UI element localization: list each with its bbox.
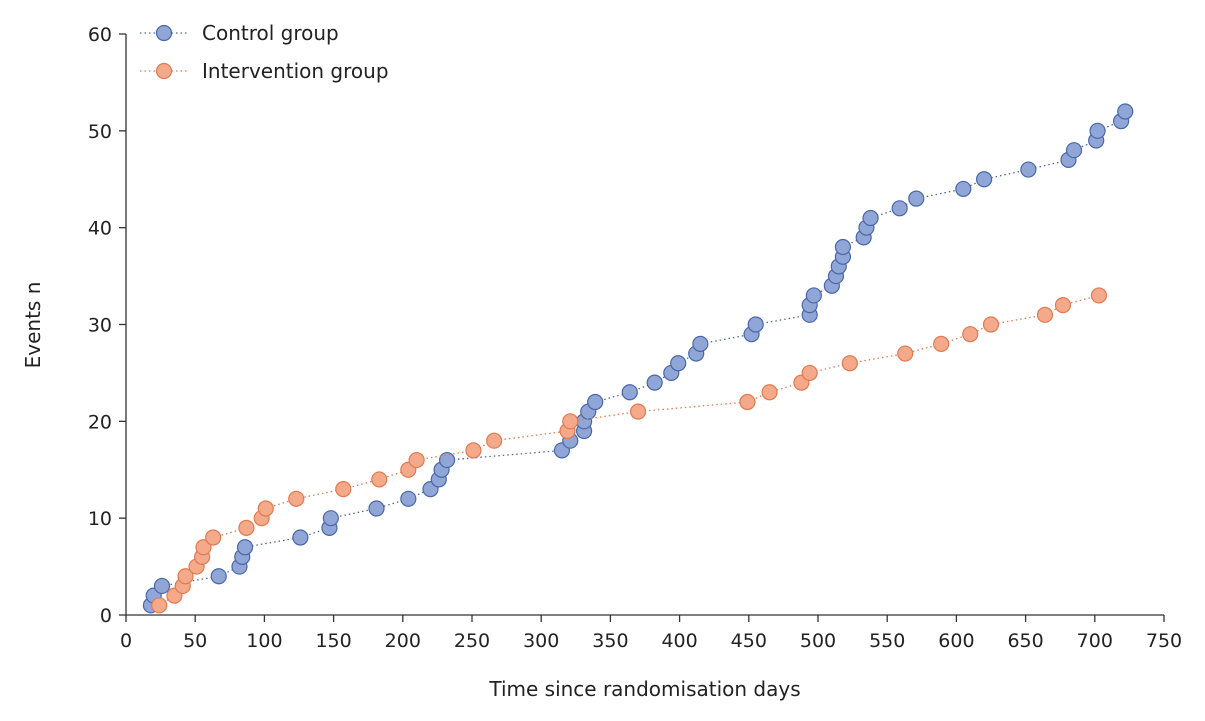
legend-item-intervention-group: Intervention group [140,59,389,83]
x-tick-label: 700 [1077,630,1113,652]
control-group-point [1065,142,1083,159]
control-group-point [153,577,171,595]
control-group-point [1020,161,1037,178]
intervention-group-series [151,287,1108,614]
intervention-group-point [257,500,274,517]
x-tick-label: 500 [800,630,836,652]
intervention-group-point [982,316,1000,333]
intervention-group-point [151,597,168,614]
series [142,103,1134,614]
intervention-group-point [761,384,778,401]
intervention-group-point [562,413,579,430]
control-group-point [834,238,852,256]
x-tick-label: 0 [120,630,132,652]
control-group-series [142,103,1134,614]
control-group-point [891,200,908,217]
control-group-point [236,539,254,556]
x-tick-label: 100 [246,630,282,652]
control-group-point [670,355,687,372]
x-axis-title: Time since randomisation days [488,677,800,701]
intervention-group-point [486,432,503,449]
control-group-point [368,500,385,517]
control-group-point [1117,103,1134,120]
control-group-point [587,393,604,411]
control-group-point [692,335,709,352]
intervention-group-point [801,364,818,382]
intervention-group-point [897,345,914,362]
legend-item-control-group: Control group [140,21,339,45]
control-group-point [322,510,339,527]
y-tick-label: 40 [88,218,112,240]
intervention-group-point [629,403,647,420]
intervention-group-line [158,294,1100,606]
x-tick-label: 650 [1007,630,1043,652]
y-tick-label: 60 [88,24,112,46]
control-group-point [1089,122,1106,139]
control-group-point [747,316,764,333]
x-tick-label: 600 [938,630,974,652]
x-tick-label: 200 [385,630,421,652]
intervention-group-point [1090,287,1108,304]
intervention-group-point [1036,306,1054,323]
y-tick-label: 30 [88,315,112,337]
x-tick-label: 400 [661,630,697,652]
ticks: 0 50 100 150 200 250 300 350 400 450 500 550 600 650 7… [88,24,1182,652]
y-tick-label: 50 [88,121,112,143]
y-tick-label: 20 [88,411,112,433]
intervention-group-point [465,442,482,459]
control-group-point [438,451,456,469]
y-axis-title: Events n [21,282,45,369]
control-group-point [292,529,309,546]
y-tick-label: 0 [100,605,112,627]
legend-label-intervention-group: Intervention group [202,59,389,83]
intervention-group-point [371,471,388,488]
x-tick-label: 550 [869,630,905,652]
x-tick-label: 50 [183,630,207,652]
intervention-group-point [1054,297,1072,314]
intervention-group-point [195,539,212,556]
intervention-group-point [841,355,858,372]
control-group-point [908,190,925,207]
legend-marker-control-group [155,24,173,42]
control-group-point [210,568,227,585]
control-group-point [621,384,638,401]
control-group-point [805,287,822,304]
legend-label-control-group: Control group [202,21,339,45]
legend: Control group Intervention group [140,21,389,83]
control-group-point [955,180,972,198]
legend-marker-intervention-group [155,62,173,80]
x-tick-label: 450 [731,630,767,652]
intervention-group-point [238,519,255,536]
intervention-group-point [739,393,756,411]
control-group-line [150,111,1126,606]
x-tick-label: 300 [523,630,559,652]
intervention-group-point [205,529,222,546]
intervention-group-point [288,490,305,507]
x-tick-label: 350 [592,630,628,652]
axes [125,34,1164,616]
control-group-point [646,374,663,391]
intervention-group-point [335,481,352,498]
x-tick-label: 250 [454,630,490,652]
x-tick-label: 150 [315,630,351,652]
control-group-point [862,209,879,227]
y-tick-label: 10 [88,508,112,530]
control-group-point [975,171,993,188]
intervention-group-point [408,451,425,469]
intervention-group-point [962,326,979,343]
intervention-group-point [933,335,950,352]
intervention-group-point [177,568,194,585]
control-group-point [400,490,417,507]
x-tick-label: 750 [1146,630,1182,652]
